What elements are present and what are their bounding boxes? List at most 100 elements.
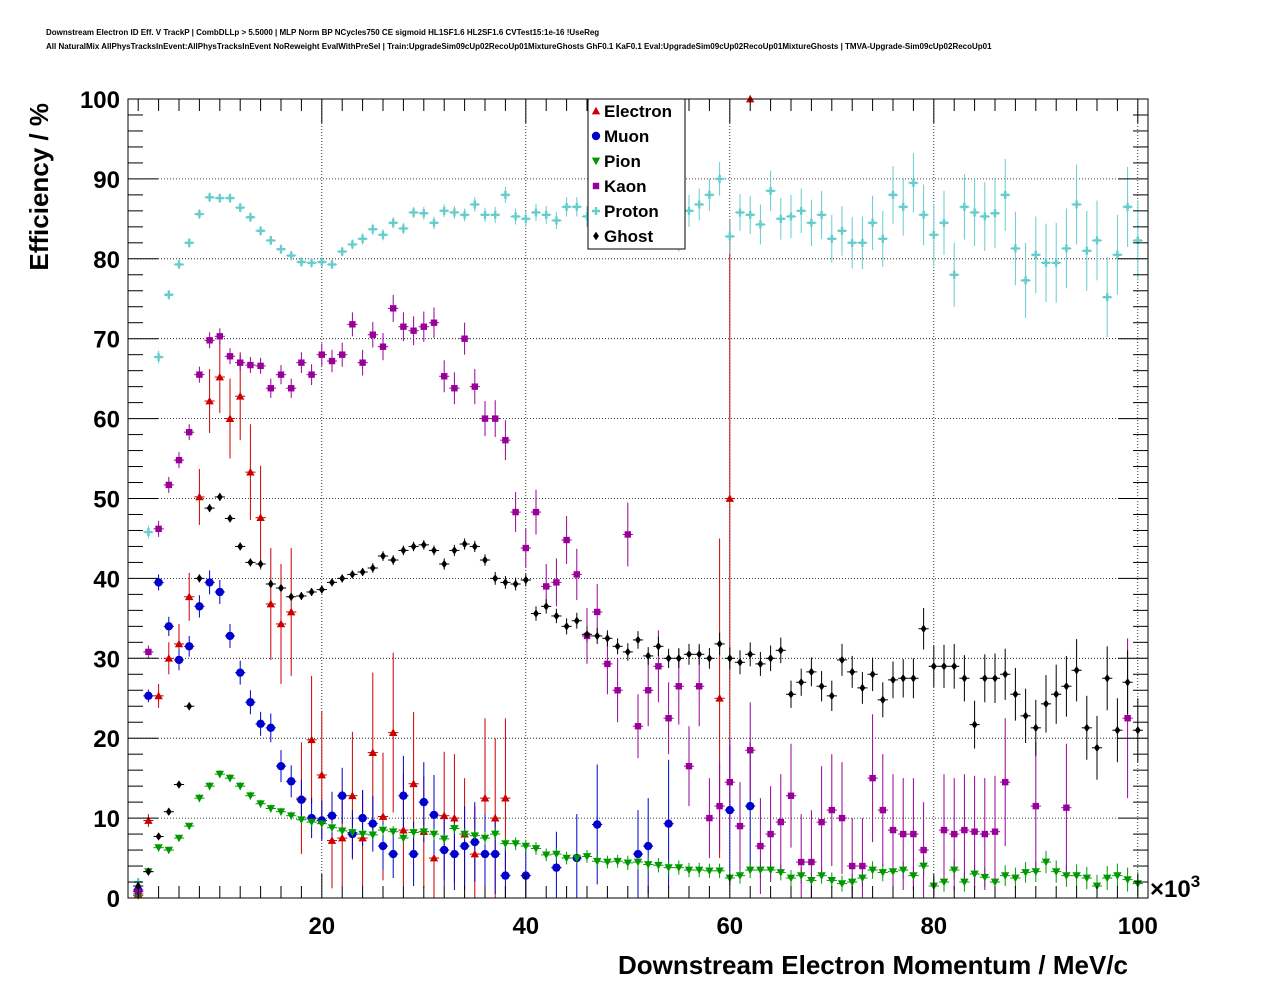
proton-point bbox=[175, 260, 183, 269]
legend-electron-marker bbox=[591, 106, 601, 115]
muon-point bbox=[266, 723, 275, 733]
electron-point bbox=[185, 592, 194, 601]
proton-point bbox=[909, 178, 918, 187]
electron-point bbox=[195, 492, 204, 501]
ghost-point bbox=[492, 574, 499, 583]
kaon-point bbox=[328, 357, 336, 365]
kaon-point bbox=[430, 319, 438, 326]
kaon-point bbox=[900, 830, 907, 838]
muon-point bbox=[450, 849, 459, 859]
kaon-point bbox=[757, 842, 764, 850]
kaon-point bbox=[706, 814, 713, 822]
kaon-point bbox=[726, 778, 733, 786]
electron-point bbox=[480, 793, 490, 802]
ghost-point bbox=[267, 579, 274, 589]
pion-point bbox=[562, 854, 571, 863]
legend-muon-label: Muon bbox=[604, 127, 649, 146]
ghost-point bbox=[339, 574, 346, 583]
kaon-point bbox=[318, 351, 325, 358]
pion-point bbox=[236, 782, 245, 791]
kaon-point bbox=[206, 337, 213, 344]
proton-point bbox=[950, 270, 959, 279]
proton-point bbox=[756, 220, 765, 229]
electron-point bbox=[144, 816, 153, 824]
proton-point bbox=[542, 210, 551, 219]
ghost-point bbox=[777, 646, 784, 655]
pion-point bbox=[980, 873, 989, 882]
kaon-point bbox=[675, 683, 682, 690]
kaon-point bbox=[247, 361, 254, 369]
kaon-point bbox=[390, 305, 397, 312]
electron-point bbox=[409, 779, 418, 788]
ghost-point bbox=[788, 690, 794, 699]
pion-point bbox=[633, 858, 643, 867]
data-markers bbox=[134, 94, 1142, 900]
pion-point bbox=[593, 857, 602, 866]
legend-box bbox=[587, 98, 686, 250]
kaon-point bbox=[277, 371, 285, 378]
kaon-point bbox=[349, 321, 356, 328]
proton-point bbox=[440, 206, 449, 215]
proton-point bbox=[460, 210, 469, 219]
ghost-point bbox=[1022, 711, 1029, 721]
kaon-point bbox=[818, 818, 825, 826]
ghost-point bbox=[1124, 678, 1131, 687]
ghost-point bbox=[278, 583, 284, 593]
ghost-point bbox=[512, 579, 519, 589]
kaon-point bbox=[257, 362, 264, 370]
ghost-point bbox=[941, 662, 947, 671]
kaon-point bbox=[145, 648, 152, 656]
kaon-point bbox=[543, 583, 550, 590]
ghost-point bbox=[237, 542, 244, 551]
electron-point bbox=[215, 372, 224, 381]
kaon-point bbox=[563, 536, 570, 544]
pion-point bbox=[848, 878, 857, 887]
kaon-point bbox=[634, 723, 642, 730]
proton-point bbox=[695, 200, 704, 209]
muon-point bbox=[185, 642, 194, 651]
muon-point bbox=[746, 801, 755, 811]
kaon-point bbox=[777, 818, 784, 826]
chart-title-line-1: Downstream Electron ID Eff. V TrackP | C… bbox=[46, 28, 600, 37]
proton-point bbox=[1082, 246, 1091, 255]
ghost-point bbox=[471, 542, 478, 551]
proton-point bbox=[1113, 250, 1122, 259]
ghost-point bbox=[206, 503, 213, 513]
pion-point bbox=[756, 866, 765, 875]
kaon-point bbox=[369, 331, 376, 338]
ghost-point bbox=[737, 658, 743, 667]
kaon-point bbox=[1124, 715, 1131, 722]
proton-point bbox=[817, 210, 826, 219]
ghost-point bbox=[828, 691, 835, 701]
x-axis-multiplier-base: ×10 bbox=[1150, 876, 1191, 903]
kaon-point bbox=[685, 762, 693, 770]
proton-point bbox=[970, 208, 979, 217]
proton-point bbox=[195, 210, 204, 219]
proton-point bbox=[685, 206, 693, 215]
y-tick-label: 10 bbox=[93, 806, 120, 833]
x-tick-label: 100 bbox=[1118, 913, 1158, 940]
kaon-point bbox=[838, 814, 846, 822]
kaon-point bbox=[665, 715, 672, 722]
kaon-point bbox=[165, 481, 172, 489]
pion-point bbox=[399, 834, 408, 843]
pion-point bbox=[654, 861, 663, 870]
pion-point bbox=[613, 857, 622, 866]
proton-point bbox=[1123, 202, 1132, 211]
y-tick-label: 80 bbox=[93, 247, 120, 274]
ghost-point bbox=[482, 555, 488, 565]
kaon-point bbox=[696, 683, 703, 690]
pion-point bbox=[623, 859, 632, 868]
pion-point bbox=[919, 862, 928, 871]
y-tick-label: 40 bbox=[93, 566, 120, 593]
proton-point bbox=[215, 194, 224, 203]
kaon-point bbox=[971, 828, 978, 835]
electron-point bbox=[225, 414, 235, 422]
kaon-point bbox=[451, 385, 458, 392]
pion-point bbox=[460, 830, 469, 839]
proton-point bbox=[450, 208, 459, 217]
proton-point bbox=[1042, 258, 1050, 267]
pion-point bbox=[521, 842, 530, 851]
electron-point bbox=[174, 639, 184, 648]
proton-point bbox=[226, 194, 234, 203]
